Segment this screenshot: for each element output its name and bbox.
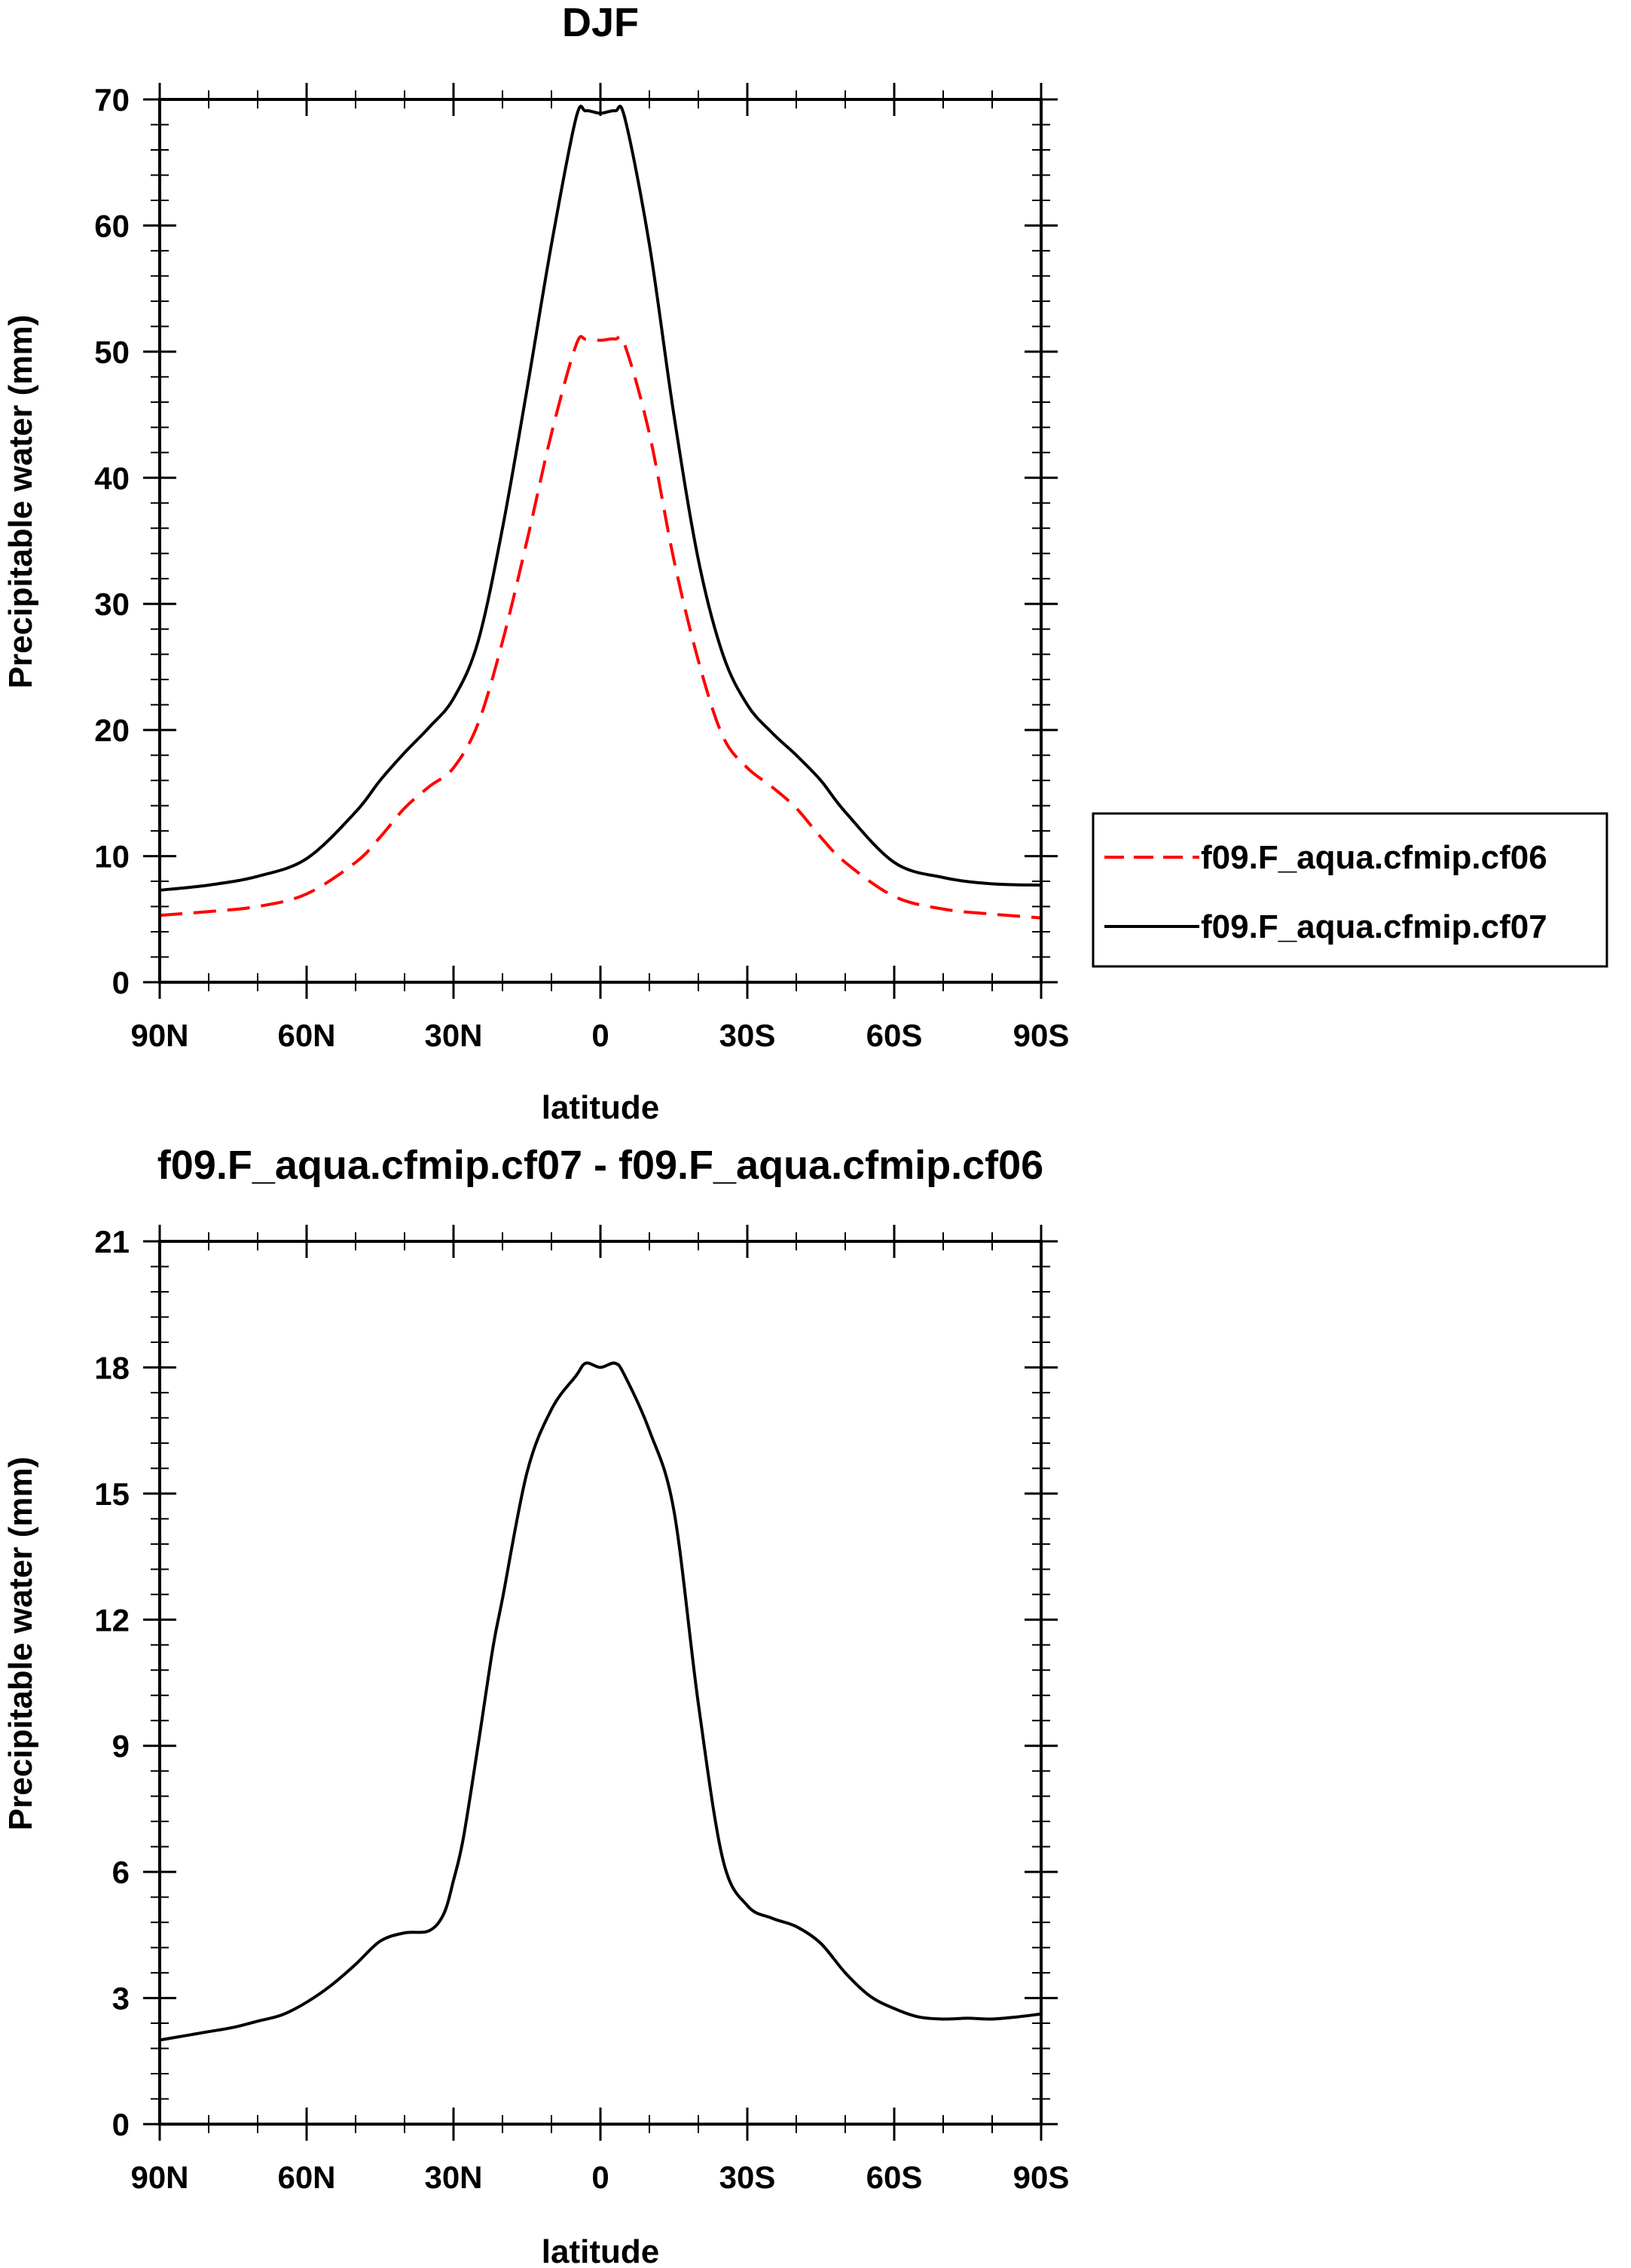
y-tick-label: 20 xyxy=(94,713,130,748)
legend-box xyxy=(1092,812,1608,968)
legend: f09.F_aqua.cfmip.cf06 f09.F_aqua.cfmip.c… xyxy=(1092,812,1608,968)
y-axis-label: Precipitable water (mm) xyxy=(2,315,39,688)
x-axis-label: latitude xyxy=(542,1089,659,1126)
y-tick-label: 12 xyxy=(94,1602,130,1638)
y-tick-label: 40 xyxy=(94,460,130,496)
x-tick-label: 90S xyxy=(1013,1018,1070,1053)
series-lines xyxy=(159,1361,1042,2042)
x-tick-label: 90N xyxy=(130,1018,188,1053)
y-tick-label: 3 xyxy=(112,1981,130,2016)
y-tick-label: 10 xyxy=(94,839,130,875)
y-tick-label: 50 xyxy=(94,334,130,370)
y-axis-label: Precipitable water (mm) xyxy=(2,1457,39,1830)
axis-ticks xyxy=(143,83,1058,999)
series-lines xyxy=(159,105,1042,920)
x-tick-label: 90S xyxy=(1013,2160,1070,2195)
x-tick-label: 60N xyxy=(277,1018,335,1053)
x-tick-label: 90N xyxy=(130,2160,188,2195)
axis-ticks xyxy=(143,1225,1058,2141)
x-tick-label: 0 xyxy=(591,1018,609,1053)
y-tick-label: 18 xyxy=(94,1350,130,1385)
x-tick-label: 30S xyxy=(719,2160,776,2195)
chart-title: f09.F_aqua.cfmip.cf07 - f09.F_aqua.cfmip… xyxy=(157,1143,1043,1188)
x-axis-label: latitude xyxy=(542,2233,659,2268)
y-tick-label: 60 xyxy=(94,208,130,243)
y-tick-label: 30 xyxy=(94,587,130,622)
legend-label-cf06: f09.F_aqua.cfmip.cf06 xyxy=(1201,839,1547,876)
series-line-f09-f-aqua-cfmip-cf06 xyxy=(159,334,1042,920)
difference-chart: f09.F_aqua.cfmip.cf07 - f09.F_aqua.cfmip… xyxy=(2,1143,1069,2268)
djf-chart: DJF Precipitable water (mm) latitude 0 10… xyxy=(2,0,1608,1126)
legend-label-cf07: f09.F_aqua.cfmip.cf07 xyxy=(1201,908,1547,945)
chart-title: DJF xyxy=(562,0,639,45)
y-tick-label: 70 xyxy=(94,82,130,118)
x-tick-label: 60S xyxy=(866,2160,923,2195)
y-tick-label: 9 xyxy=(112,1729,130,1764)
x-tick-label: 60N xyxy=(277,2160,335,2195)
y-tick-label: 0 xyxy=(112,2107,130,2142)
x-tick-label: 60S xyxy=(866,1018,923,1053)
x-tick-label: 30S xyxy=(719,1018,776,1053)
y-tick-label: 0 xyxy=(112,965,130,1000)
series-line-f09-f-aqua-cfmip-cf07 xyxy=(159,105,1042,892)
x-tick-label: 30N xyxy=(424,1018,482,1053)
y-tick-label: 21 xyxy=(94,1224,130,1259)
plot-frame xyxy=(158,98,1043,984)
plot-frame xyxy=(158,1240,1043,2126)
x-tick-label: 30N xyxy=(424,2160,482,2195)
y-tick-label: 6 xyxy=(112,1854,130,1890)
tick-labels: 0 10 20 30 40 50 60 70 90N 60N 30N 0 30S 60S 90S xyxy=(94,82,1069,1053)
x-tick-label: 0 xyxy=(591,2160,609,2195)
tick-labels: 0 3 6 9 12 15 18 21 90N 60N 30N 0 30S 60S 90S xyxy=(94,1224,1069,2195)
series-line-difference xyxy=(159,1361,1042,2042)
y-tick-label: 15 xyxy=(94,1476,130,1512)
